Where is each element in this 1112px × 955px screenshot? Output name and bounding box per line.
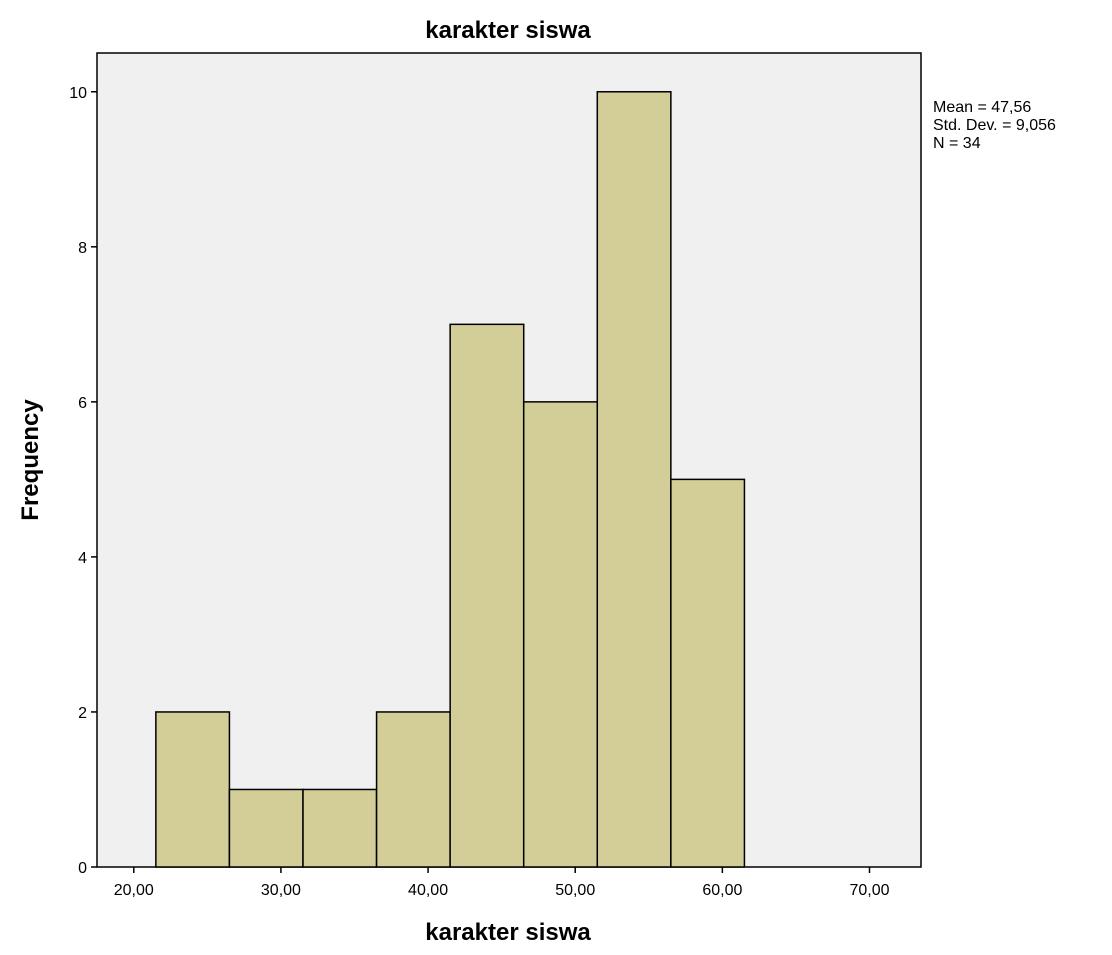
statistic-line-2: Std. Dev. = 9,056 [933, 117, 1056, 134]
x-tick-label-0: 20,00 [114, 882, 154, 899]
statistic-line-3: N = 34 [933, 135, 981, 152]
x-tick-label-4: 60,00 [702, 882, 742, 899]
y-tick-label-2: 4 [78, 550, 87, 567]
x-tick-label-3: 50,00 [555, 882, 595, 899]
y-tick-label-3: 6 [78, 395, 87, 412]
statistic-line-1: Mean = 47,56 [933, 99, 1031, 116]
y-tick-label-4: 8 [78, 240, 87, 257]
histogram-bar-1 [155, 711, 231, 868]
y-axis-label: Frequency [17, 399, 44, 521]
x-axis: 20,00 30,00 40,00 50,00 60,00 70,00 [114, 867, 890, 899]
chart-title: karakter siswa [425, 17, 591, 44]
x-tick-label-1: 30,00 [261, 882, 301, 899]
histogram-bar-6 [522, 401, 599, 868]
histogram-bar-2 [228, 788, 304, 868]
x-axis-label: karakter siswa [425, 919, 591, 946]
histogram-bar-5 [449, 323, 525, 868]
histogram-bar-7 [596, 91, 672, 868]
histogram-bar-3 [302, 788, 378, 868]
y-tick-label-0: 0 [78, 860, 87, 877]
y-tick-label-5: 10 [69, 85, 87, 102]
histogram-bar-8 [670, 478, 746, 868]
y-tick-label-1: 2 [78, 705, 87, 722]
x-tick-label-2: 40,00 [408, 882, 448, 899]
x-tick-label-5: 70,00 [849, 882, 889, 899]
bars-group [155, 91, 746, 868]
y-axis: 0 2 4 6 8 10 [69, 85, 97, 877]
histogram-bar-4 [375, 711, 451, 868]
